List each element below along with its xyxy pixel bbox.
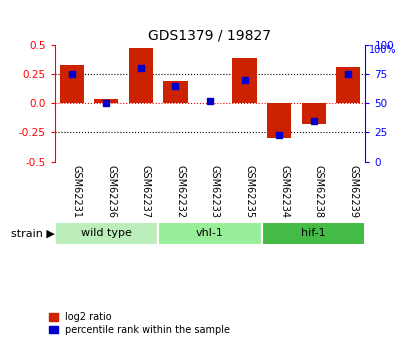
Text: GSM62239: GSM62239 <box>348 165 358 218</box>
Bar <box>94 99 118 103</box>
Bar <box>55 221 158 245</box>
Text: GSM62232: GSM62232 <box>176 165 186 218</box>
Text: GSM62234: GSM62234 <box>279 165 289 218</box>
Text: GSM62236: GSM62236 <box>106 165 116 218</box>
Bar <box>129 48 153 103</box>
Text: strain ▶: strain ▶ <box>11 228 55 238</box>
Text: hif-1: hif-1 <box>301 228 326 238</box>
Text: GSM62233: GSM62233 <box>210 165 220 218</box>
Text: GSM62231: GSM62231 <box>72 165 82 218</box>
Legend: log2 ratio, percentile rank within the sample: log2 ratio, percentile rank within the s… <box>47 310 232 337</box>
Title: GDS1379 / 19827: GDS1379 / 19827 <box>149 28 271 42</box>
Text: vhl-1: vhl-1 <box>196 228 224 238</box>
Text: wild type: wild type <box>81 228 132 238</box>
Bar <box>60 65 84 103</box>
Bar <box>262 221 365 245</box>
Bar <box>267 103 291 138</box>
Bar <box>336 67 360 103</box>
Bar <box>232 58 257 103</box>
Text: GSM62238: GSM62238 <box>314 165 323 218</box>
Bar <box>163 81 188 103</box>
Text: GSM62235: GSM62235 <box>244 165 255 218</box>
Bar <box>302 103 326 124</box>
Bar <box>158 221 262 245</box>
Text: GSM62237: GSM62237 <box>141 165 151 218</box>
Text: 100%: 100% <box>368 45 396 55</box>
